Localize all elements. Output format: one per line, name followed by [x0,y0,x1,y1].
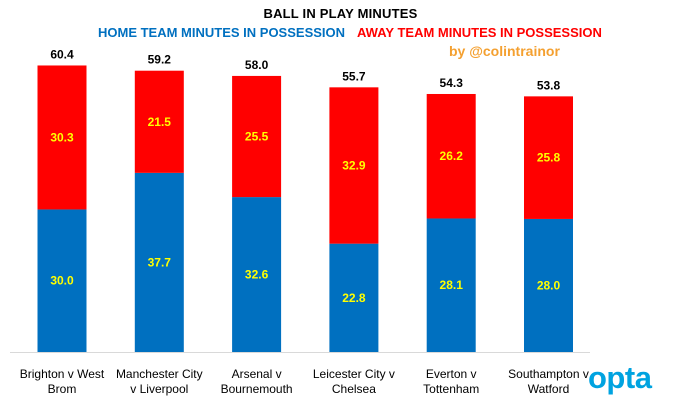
category-label: Leicester City v [313,367,395,381]
author-byline: by @colintrainor [449,43,560,59]
total-value-label: 53.8 [537,78,561,92]
bar-away-segment [134,70,184,173]
category-label: Everton v [426,367,477,381]
category-label: Manchester City [116,367,203,381]
category-label: Arsenal v [232,367,282,381]
away-value-label: 26.2 [440,149,464,163]
away-value-label: 25.5 [245,130,269,144]
total-value-label: 60.4 [50,47,74,61]
away-value-label: 25.8 [537,151,561,165]
chart-title: BALL IN PLAY MINUTES [263,6,418,21]
bar-home-segment [37,209,87,352]
home-value-label: 28.0 [537,278,561,292]
home-value-label: 32.6 [245,268,269,282]
home-value-label: 37.7 [148,255,172,269]
away-value-label: 30.3 [50,130,74,144]
bar-home-segment [426,218,476,352]
bar-away-segment [524,96,573,219]
bar-away-segment [37,65,87,210]
home-value-label: 30.0 [50,274,74,288]
category-label: Chelsea [332,382,376,396]
category-label: Tottenham [423,382,479,396]
home-value-label: 28.1 [440,278,464,292]
total-value-label: 59.2 [148,53,172,67]
bar-home-segment [232,197,282,352]
bar-away-segment [232,75,282,198]
category-label: Brighton v West [20,367,105,381]
category-label: Bournemouth [221,382,293,396]
category-label: Southampton v [508,367,589,381]
opta-logo: opta [588,360,652,395]
bar-away-segment [329,87,379,244]
away-value-label: 21.5 [148,115,172,129]
home-value-label: 22.8 [342,291,366,305]
category-label: Watford [528,382,570,396]
category-label: Brom [48,382,77,396]
bar-home-segment [134,172,184,352]
total-value-label: 54.3 [440,76,464,90]
bar-home-segment [329,243,379,352]
total-value-label: 58.0 [245,58,269,72]
category-label: v Liverpool [130,382,188,396]
away-value-label: 32.9 [342,158,366,172]
total-value-label: 55.7 [342,69,366,83]
legend-away-series: AWAY TEAM MINUTES IN POSSESSION [357,25,602,40]
bar-away-segment [426,93,476,219]
bar-home-segment [524,218,573,352]
legend-home-series: HOME TEAM MINUTES IN POSSESSION [98,25,346,40]
